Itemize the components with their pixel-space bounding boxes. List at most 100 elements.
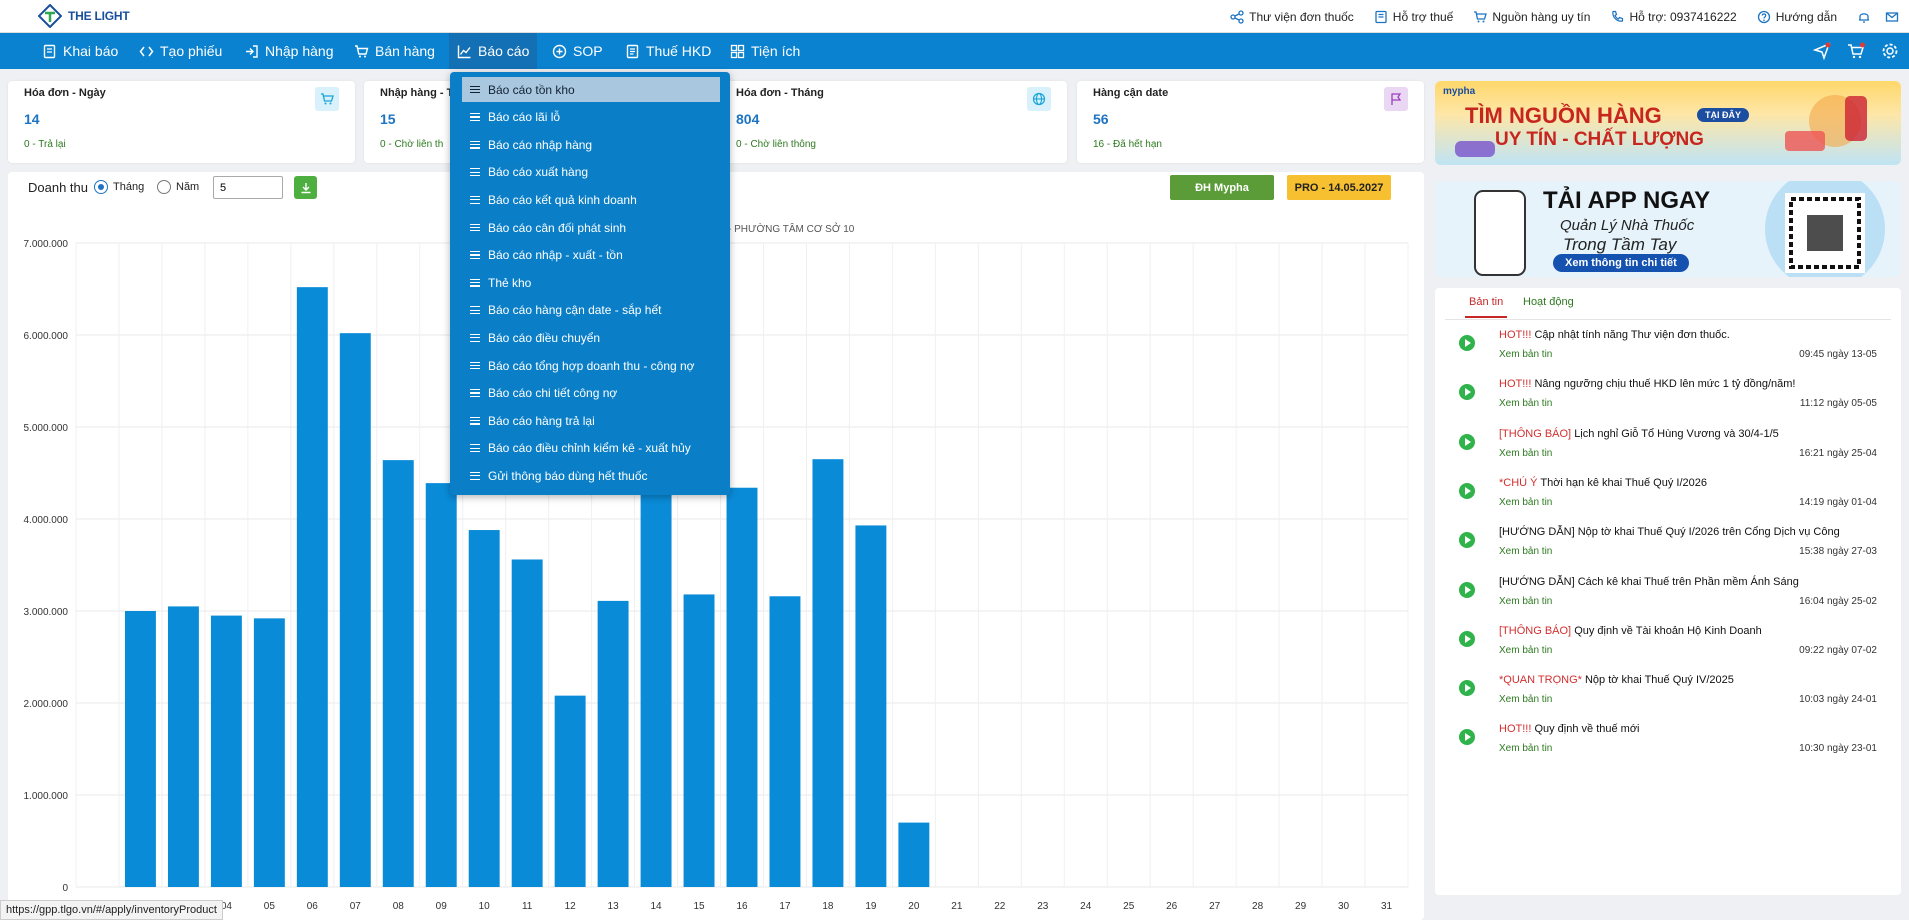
play-icon[interactable] [1459, 532, 1475, 549]
news-item[interactable]: *QUAN TRỌNG* Nộp tờ khai Thuế Quý IV/202… [1435, 674, 1901, 720]
dropdown-item[interactable]: Báo cáo nhập - xuất - tồn [462, 243, 720, 268]
top-link-support-phone[interactable]: Hỗ trợ: 0937416222 [1610, 10, 1737, 24]
status-url: https://gpp.tlgo.vn/#/apply/inventoryPro… [0, 900, 223, 920]
gear-icon[interactable] [1881, 42, 1899, 60]
dropdown-item[interactable]: Báo cáo lãi lỗ [462, 105, 720, 130]
dropdown-item[interactable]: Báo cáo cân đối phát sinh [462, 215, 720, 240]
mode-month-radio[interactable]: Tháng [94, 180, 144, 194]
stat-sub: 0 - Chờ liên th [380, 139, 444, 150]
x-tick-label: 23 [1037, 901, 1049, 912]
bell-icon[interactable] [1857, 10, 1871, 24]
nav-item-label: Nhập hàng [265, 43, 334, 59]
news-read-link[interactable]: Xem bản tin [1499, 349, 1553, 360]
nav-item-declare[interactable]: Khai báo [34, 33, 126, 69]
news-title: HOT!!! Nâng ngưỡng chịu thuế HKD lên mức… [1499, 378, 1795, 390]
download-button[interactable] [294, 176, 317, 199]
news-read-link[interactable]: Xem bản tin [1499, 496, 1553, 508]
news-read-link[interactable]: Xem bản tin [1499, 694, 1553, 706]
logo-icon [38, 4, 62, 28]
month-input[interactable] [213, 176, 283, 199]
top-link-guide[interactable]: Hướng dẫn [1757, 10, 1837, 24]
nav-item-tax-hkd[interactable]: Thuế HKD [617, 33, 719, 69]
logo[interactable]: THE LIGHT [38, 4, 130, 28]
news-read-link[interactable]: Xem bản tin [1499, 743, 1553, 755]
play-icon[interactable] [1459, 680, 1475, 697]
stat-card-near-expiry[interactable]: Hàng cận date 56 16 - Đã hết hạn [1077, 81, 1424, 163]
play-icon[interactable] [1459, 433, 1475, 450]
dropdown-item[interactable]: Báo cáo tồn kho [462, 77, 720, 102]
news-item[interactable]: HOT!!! Nâng ngưỡng chịu thuế HKD lên mức… [1435, 378, 1901, 424]
news-item[interactable]: [THÔNG BÁO] Quy định về Tài khoản Hộ Kin… [1435, 625, 1901, 671]
news-item[interactable]: [HƯỚNG DẪN] Cách kê khai Thuế trên Phần … [1435, 576, 1901, 622]
banner-download-app[interactable]: TẢI APP NGAY Quản Lý Nhà Thuốc Trong Tầm… [1435, 181, 1901, 277]
banner-line2: UY TÍN - CHẤT LƯỢNG [1495, 129, 1704, 150]
nav-item-sop[interactable]: SOP [544, 33, 611, 69]
play-icon[interactable] [1459, 384, 1475, 401]
revenue-chart-card: Doanh thu Tháng Năm ĐH Mypha PRO - 14.05… [8, 172, 1424, 920]
mypha-order-button[interactable]: ĐH Mypha [1170, 175, 1274, 200]
nav-item-create-voucher[interactable]: Tạo phiếu [131, 33, 230, 69]
bar [167, 606, 199, 887]
dropdown-item[interactable]: Báo cáo điều chỉnh kiểm kê - xuất hủy [462, 436, 720, 461]
news-tag: [THÔNG BÁO] [1499, 427, 1572, 440]
top-link-trusted-source[interactable]: Nguồn hàng uy tín [1473, 10, 1590, 24]
dropdown-item-label: Báo cáo tổng hợp doanh thu - công nợ [488, 358, 695, 373]
stat-card-invoices-day[interactable]: Hóa đơn - Ngày 14 0 - Trả lại [8, 81, 355, 163]
dropdown-item[interactable]: Gửi thông báo dùng hết thuốc [462, 463, 720, 488]
play-icon[interactable] [1459, 581, 1475, 598]
top-link-prescription-library[interactable]: Thư viện đơn thuốc [1230, 10, 1354, 24]
banner-cta[interactable]: Xem thông tin chi tiết [1553, 254, 1689, 272]
nav-item-import[interactable]: Nhập hàng [236, 33, 342, 69]
banner-line1: TÌM NGUỒN HÀNG [1465, 103, 1662, 128]
news-read-link[interactable]: Xem bản tin [1499, 398, 1553, 410]
dropdown-item[interactable]: Báo cáo nhập hàng [462, 132, 720, 157]
dropdown-item[interactable]: Báo cáo hàng cận date - sắp hết [462, 298, 720, 323]
stat-sub: 16 - Đã hết hạn [1093, 139, 1162, 150]
banner-phone-image [1474, 181, 1885, 277]
play-icon[interactable] [1459, 335, 1475, 351]
y-tick-label: 4.000.000 [24, 515, 69, 526]
play-icon[interactable] [1459, 729, 1475, 746]
nav-item-reports[interactable]: Báo cáo [449, 33, 538, 69]
tab-news[interactable]: Bản tin [1465, 296, 1508, 318]
stat-value: 14 [24, 111, 40, 127]
news-read-link[interactable]: Xem bản tin [1499, 644, 1553, 656]
news-item[interactable]: [HƯỚNG DẪN] Nộp tờ khai Thuế Quý I/2026 … [1435, 526, 1901, 572]
send-icon[interactable] [1813, 42, 1831, 60]
news-read-link[interactable]: Xem bản tin [1499, 546, 1553, 558]
top-link-tax-support[interactable]: Hỗ trợ thuế [1374, 10, 1453, 24]
news-text: Nộp tờ khai Thuế Quý IV/2025 [1584, 674, 1734, 687]
mode-year-radio[interactable]: Năm [157, 180, 199, 194]
cart-icon[interactable] [1847, 42, 1865, 60]
dropdown-item[interactable]: Báo cáo xuất hàng [462, 160, 720, 185]
news-item[interactable]: HOT!!! Cập nhật tính năng Thư viện đơn t… [1435, 329, 1901, 375]
dropdown-item[interactable]: Báo cáo hàng trả lại [462, 408, 720, 433]
play-icon[interactable] [1459, 482, 1475, 499]
stat-card-invoices-month[interactable]: Hóa đơn - Tháng 804 0 - Chờ liên thông [720, 81, 1067, 163]
radio-unchecked[interactable] [157, 180, 171, 194]
news-item[interactable]: HOT!!! Quy định về thuế mới Xem bản tin 10… [1435, 723, 1901, 769]
mail-icon[interactable] [1885, 10, 1899, 24]
x-tick-label: 20 [908, 901, 920, 912]
radio-checked[interactable] [94, 180, 108, 194]
play-icon[interactable] [1459, 630, 1475, 647]
tab-activity[interactable]: Hoạt động [1523, 296, 1574, 308]
banner-tag: TẠI ĐÂY [1697, 108, 1749, 122]
dropdown-item[interactable]: Báo cáo kết quả kinh doanh [462, 187, 720, 212]
list-icon [470, 140, 480, 149]
nav-item-sales[interactable]: Bán hàng [346, 33, 443, 69]
nav-item-utilities[interactable]: Tiện ích [722, 33, 808, 69]
news-read-link[interactable]: Xem bản tin [1499, 447, 1553, 459]
banner-trusted-source[interactable]: mypha TÌM NGUỒN HÀNG TẠI ĐÂY UY TÍN - CH… [1435, 81, 1901, 165]
globe-icon [1027, 87, 1051, 111]
dropdown-item[interactable]: Báo cáo điều chuyển [462, 325, 720, 350]
dropdown-item[interactable]: Báo cáo tổng hợp doanh thu - công nợ [462, 353, 720, 378]
news-item[interactable]: *CHÚ Ý Thời hạn kê khai Thuế Quý I/2026 X… [1435, 477, 1901, 523]
pro-license-badge[interactable]: PRO - 14.05.2027 [1287, 175, 1391, 200]
news-read-link[interactable]: Xem bản tin [1499, 595, 1553, 607]
news-item[interactable]: [THÔNG BÁO] Lịch nghỉ Giỗ Tổ Hùng Vương … [1435, 428, 1901, 474]
dropdown-item[interactable]: Báo cáo chi tiết công nợ [462, 381, 720, 406]
dropdown-item[interactable]: Thẻ kho [462, 270, 720, 295]
cart-icon [315, 87, 339, 111]
bar [339, 333, 371, 887]
